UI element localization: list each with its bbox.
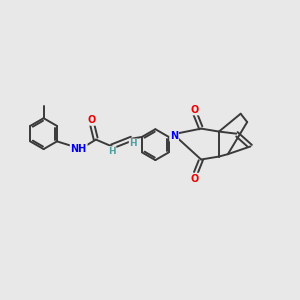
Text: O: O — [88, 115, 96, 125]
Text: O: O — [190, 105, 199, 115]
Text: N: N — [170, 131, 178, 141]
Text: H: H — [108, 147, 116, 156]
Text: H: H — [130, 139, 137, 148]
Text: NH: NH — [70, 143, 87, 154]
Text: O: O — [190, 173, 199, 184]
